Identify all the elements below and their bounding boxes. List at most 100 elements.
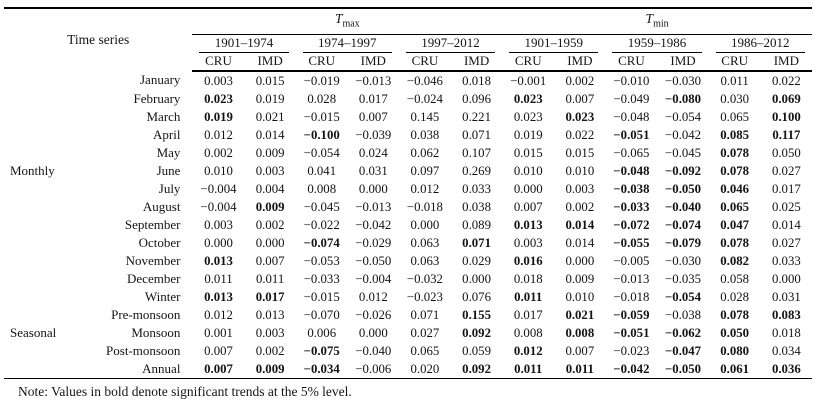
value-cell: −0.048 xyxy=(613,109,650,124)
value-cell: −0.050 xyxy=(665,181,702,196)
value-cell: −0.051 xyxy=(613,325,650,340)
period-header: 1997–2012 xyxy=(399,34,502,53)
value-cell: 0.000 xyxy=(358,325,388,340)
source-header: IMD xyxy=(554,52,606,72)
value-cell: 0.023 xyxy=(565,109,595,124)
value-cell: −0.004 xyxy=(355,271,392,286)
value-cell: 0.058 xyxy=(720,271,750,286)
value-cell: 0.009 xyxy=(255,145,285,160)
value-cell: −0.040 xyxy=(665,199,702,214)
value-cell: 0.017 xyxy=(255,289,285,304)
value-cell: 0.008 xyxy=(307,181,337,196)
period-label: 1959–1986 xyxy=(612,35,702,53)
value-cell: 0.017 xyxy=(513,307,543,322)
value-cell: −0.040 xyxy=(355,343,392,358)
source-header: IMD xyxy=(657,52,709,72)
value-cell: 0.015 xyxy=(513,145,543,160)
value-cell: 0.012 xyxy=(410,181,440,196)
value-cell: −0.053 xyxy=(303,253,340,268)
value-cell: 0.021 xyxy=(565,307,595,322)
value-cell: −0.045 xyxy=(665,145,702,160)
row-group-label xyxy=(4,288,80,306)
table-row: September 0.003 0.002 −0.022 −0.042 0.000 0.08… xyxy=(4,216,812,234)
value-cell: 0.065 xyxy=(720,109,750,124)
value-cell: 0.007 xyxy=(358,109,388,124)
tmax-symbol: T xyxy=(334,11,343,26)
row-label: July xyxy=(158,180,181,196)
value-cell: −0.026 xyxy=(355,307,392,322)
header-row-periods: 1901–1974 1974–1997 1997–2012 1901–1959 … xyxy=(4,34,812,53)
value-cell: 0.012 xyxy=(204,127,233,142)
period-label: 1901–1959 xyxy=(509,35,599,53)
value-cell: 0.082 xyxy=(720,253,750,268)
value-cell: 0.011 xyxy=(514,361,543,376)
value-cell: −0.054 xyxy=(303,145,340,160)
value-cell: −0.015 xyxy=(303,289,340,304)
value-cell: 0.007 xyxy=(565,343,595,358)
value-cell: 0.014 xyxy=(771,217,801,232)
row-group-label: Seasonal xyxy=(10,324,57,340)
table-header: Time series Tmax Tmin 1901–1974 1974–199… xyxy=(4,8,812,72)
value-cell: 0.013 xyxy=(255,307,285,322)
value-cell: 0.001 xyxy=(204,325,233,340)
value-cell: 0.033 xyxy=(462,181,491,196)
value-cell: −0.013 xyxy=(613,271,650,286)
value-cell: 0.003 xyxy=(513,235,543,250)
table-row: Pre-monsoon 0.012 0.013 −0.070 −0.026 0.071 0.… xyxy=(4,306,812,324)
value-cell: 0.002 xyxy=(565,199,595,214)
period-header: 1986–2012 xyxy=(709,34,812,53)
value-cell: 0.065 xyxy=(720,199,750,214)
source-header: IMD xyxy=(347,52,399,72)
value-cell: 0.221 xyxy=(462,109,491,124)
source-header: CRU xyxy=(192,52,245,72)
value-cell: 0.078 xyxy=(720,307,750,322)
value-cell: −0.001 xyxy=(510,73,547,88)
row-group-label xyxy=(4,90,80,108)
table-row: August −0.004 0.009 −0.045 −0.013 −0.018 0.038… xyxy=(4,198,812,216)
value-cell: 0.015 xyxy=(565,145,595,160)
value-cell: 0.018 xyxy=(462,73,491,88)
value-cell: 0.269 xyxy=(462,163,491,178)
value-cell: 0.013 xyxy=(204,289,233,304)
value-cell: 0.096 xyxy=(462,91,491,106)
value-cell: 0.023 xyxy=(204,91,233,106)
value-cell: 0.083 xyxy=(771,307,801,322)
row-label: August xyxy=(142,198,181,214)
value-cell: 0.007 xyxy=(255,253,285,268)
table-row: Annual 0.007 0.009 −0.034 −0.006 0.020 0.092 0.… xyxy=(4,360,812,379)
row-group-label xyxy=(4,360,80,379)
value-cell: 0.008 xyxy=(565,325,595,340)
source-header: CRU xyxy=(295,52,348,72)
value-cell: −0.013 xyxy=(355,73,392,88)
value-cell: −0.038 xyxy=(613,181,650,196)
value-cell: −0.018 xyxy=(406,199,443,214)
value-cell: −0.054 xyxy=(665,109,702,124)
value-cell: 0.009 xyxy=(565,271,595,286)
value-cell: −0.030 xyxy=(665,73,702,88)
tmin-symbol: T xyxy=(645,11,654,26)
value-cell: −0.006 xyxy=(355,361,392,376)
value-cell: 0.097 xyxy=(410,163,440,178)
row-group-label xyxy=(4,306,80,324)
value-cell: 0.078 xyxy=(720,163,750,178)
row-label: June xyxy=(156,162,181,178)
value-cell: 0.027 xyxy=(771,235,801,250)
value-cell: 0.011 xyxy=(255,271,285,286)
value-cell: 0.015 xyxy=(255,73,285,88)
value-cell: −0.042 xyxy=(355,217,392,232)
value-cell: 0.076 xyxy=(462,289,491,304)
row-label: January xyxy=(140,72,181,88)
value-cell: 0.078 xyxy=(720,235,750,250)
value-cell: 0.011 xyxy=(204,271,233,286)
period-header: 1974–1997 xyxy=(296,34,399,53)
row-label: February xyxy=(133,90,181,106)
row-group-label: Monthly xyxy=(10,162,55,178)
table-row: March 0.019 0.021 −0.015 0.007 0.145 0.221 0.02… xyxy=(4,108,812,126)
row-group-label xyxy=(4,198,80,216)
value-cell: −0.010 xyxy=(613,73,650,88)
row-label: Winter xyxy=(144,288,181,304)
period-label: 1997–2012 xyxy=(405,35,496,53)
value-cell: 0.065 xyxy=(410,343,440,358)
value-cell: 0.046 xyxy=(720,181,750,196)
